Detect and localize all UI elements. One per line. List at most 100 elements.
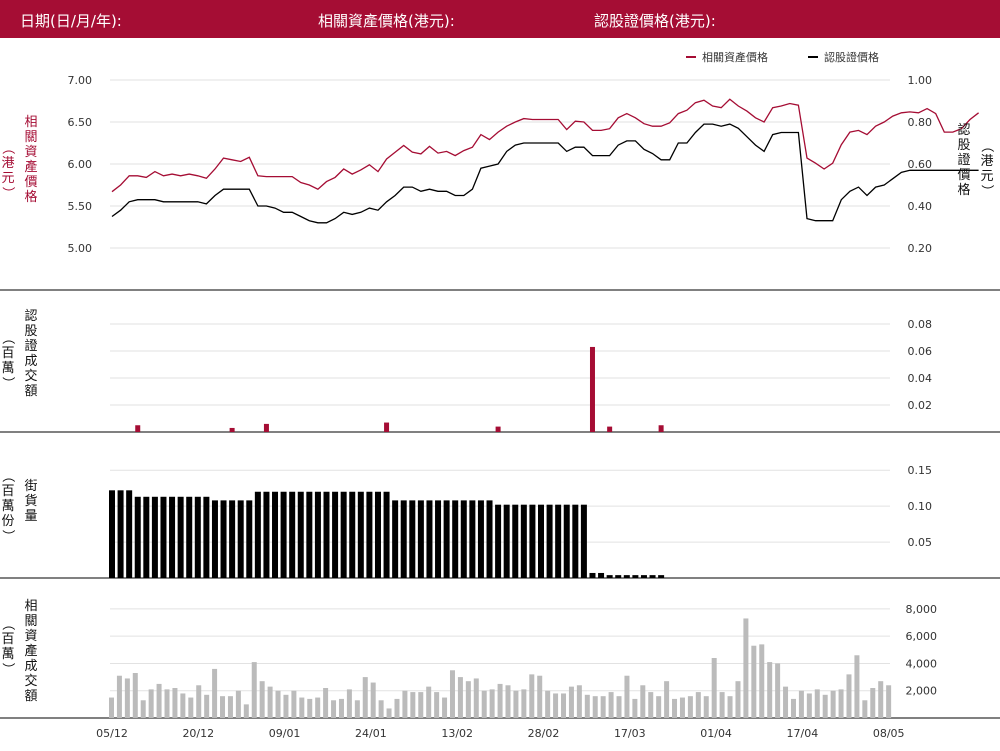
outstanding-bar bbox=[246, 500, 253, 578]
underlying-turnover-bar bbox=[600, 696, 606, 718]
underlying-turnover-bar bbox=[553, 693, 559, 718]
underlying-turnover-bar bbox=[529, 674, 535, 718]
outstanding-bar bbox=[203, 496, 210, 578]
underlying-turnover-bar bbox=[505, 685, 511, 718]
underlying-turnover-bar bbox=[410, 692, 416, 718]
underlying-turnover-bar bbox=[624, 675, 630, 718]
underlying-turnover-tick-label: 8,000 bbox=[906, 603, 938, 616]
x-tick-label: 13/02 bbox=[441, 727, 473, 740]
underlying-turnover-bar bbox=[537, 675, 543, 718]
x-tick-label: 09/01 bbox=[269, 727, 301, 740]
warrant-turnover-bar bbox=[384, 422, 390, 432]
underlying-price-readout-label: 相關資產價格(港元): bbox=[318, 12, 455, 30]
underlying-turnover-bar bbox=[695, 692, 701, 718]
left-axis-label: 相關資產價格 bbox=[24, 115, 37, 205]
underlying-turnover-bar bbox=[489, 689, 495, 718]
underlying-turnover-bar bbox=[299, 697, 305, 718]
outstanding-bar bbox=[632, 575, 639, 578]
outstanding-bar bbox=[280, 491, 287, 578]
outstanding-bar bbox=[237, 500, 244, 578]
outstanding-bar bbox=[177, 496, 184, 578]
outstanding-bar bbox=[314, 491, 321, 578]
outstanding-bar bbox=[263, 491, 270, 578]
outstanding-bar bbox=[323, 491, 330, 578]
outstanding-bar bbox=[109, 490, 115, 578]
right-tick-label: 0.40 bbox=[908, 200, 933, 213]
underlying-turnover-bar bbox=[656, 696, 662, 718]
axis-label-glyph: 相 bbox=[24, 115, 37, 130]
outstanding-bar bbox=[151, 496, 158, 578]
outstanding-bar bbox=[443, 500, 450, 578]
underlying-turnover-bar bbox=[751, 645, 757, 718]
outstanding-bar bbox=[254, 491, 261, 578]
axis-label-glyph: 量 bbox=[24, 509, 37, 524]
underlying-turnover-bar bbox=[251, 662, 257, 718]
outstanding-bar bbox=[194, 496, 201, 578]
x-axis: 05/12 20/12 09/01 24/01 13/02 28/02 17/03 01/04… bbox=[96, 727, 904, 740]
axis-label-glyph: （ bbox=[0, 617, 15, 630]
warrant-turnover-bar bbox=[263, 423, 269, 432]
axis-label-glyph: ） bbox=[0, 376, 15, 389]
underlying-turnover-bar bbox=[180, 693, 186, 718]
underlying-turnover-bar bbox=[283, 694, 289, 718]
axis-label-glyph: 額 bbox=[24, 384, 37, 399]
outstanding-bar bbox=[546, 504, 553, 578]
right-tick-label: 0.20 bbox=[908, 242, 933, 255]
underlying-turnover-bar bbox=[323, 688, 329, 718]
left-axis-unit: （ 港元） bbox=[0, 141, 15, 199]
outstanding-bar bbox=[374, 491, 381, 578]
outstanding-tick-label: 0.15 bbox=[908, 464, 933, 477]
underlying-turnover-bar bbox=[846, 674, 852, 718]
underlying-turnover-bar bbox=[759, 644, 765, 718]
outstanding-bar bbox=[520, 504, 527, 578]
left-tick-label: 7.00 bbox=[68, 74, 93, 87]
outstanding-bar bbox=[555, 504, 562, 578]
outstanding-bar bbox=[169, 496, 176, 578]
right-axis-unit: （ 港元） bbox=[979, 139, 994, 197]
underlying-turnover-bar bbox=[204, 694, 210, 718]
left-tick-label: 5.50 bbox=[68, 200, 93, 213]
outstanding-bar bbox=[486, 500, 493, 578]
axis-label-glyph: 產 bbox=[24, 159, 37, 175]
underlying-turnover-bar bbox=[862, 700, 868, 718]
axis-label-glyph: 成 bbox=[24, 659, 37, 674]
underlying-turnover-bar bbox=[354, 700, 360, 718]
underlying-turnover-bar bbox=[672, 698, 678, 718]
underlying-turnover-bar bbox=[783, 686, 789, 718]
axis-label-glyph: （ bbox=[979, 139, 994, 152]
axis-label-glyph: 價 bbox=[957, 168, 970, 183]
axis-label-glyph: 資 bbox=[24, 629, 37, 644]
warrant-chart[interactable]: 相關資產價格 認股證價格 7.006.506.005.505.001.000.80… bbox=[0, 38, 1000, 751]
axis-label-glyph: 認 bbox=[957, 122, 970, 138]
underlying-turnover-bar bbox=[576, 685, 582, 718]
underlying-turnover-bar bbox=[418, 692, 424, 718]
outstanding-bar bbox=[426, 500, 433, 578]
outstanding-bar bbox=[623, 575, 630, 578]
axis-label-glyph: （ bbox=[0, 469, 15, 482]
outstanding-bar bbox=[289, 491, 296, 578]
underlying-turnover-bar bbox=[640, 685, 646, 718]
underlying-turnover-bar bbox=[703, 696, 709, 718]
outstanding-bar bbox=[229, 500, 236, 578]
outstanding-bar bbox=[512, 504, 519, 578]
outstanding-bar bbox=[340, 491, 347, 578]
underlying-turnover-bar bbox=[259, 681, 265, 718]
outstanding-bar bbox=[160, 496, 167, 578]
chart-header: 日期(日/月/年): 相關資產價格(港元): 認股證價格(港元): bbox=[0, 0, 1000, 38]
outstanding-bar bbox=[606, 575, 613, 578]
outstanding-bar bbox=[580, 504, 587, 578]
underlying-turnover-bar bbox=[561, 693, 567, 718]
outstanding-axis-label: 街貨量 bbox=[24, 479, 37, 524]
outstanding-bar bbox=[400, 500, 407, 578]
axis-label-glyph: ） bbox=[979, 184, 994, 197]
outstanding-bar bbox=[469, 500, 476, 578]
underlying-turnover-bar bbox=[362, 677, 368, 718]
axis-label-glyph: 元 bbox=[980, 169, 993, 184]
outstanding-bar bbox=[598, 572, 605, 578]
outstanding-bar bbox=[640, 575, 647, 578]
outstanding-bar bbox=[417, 500, 424, 578]
outstanding-bar bbox=[357, 491, 364, 578]
warrant-turnover-panel bbox=[135, 346, 664, 432]
